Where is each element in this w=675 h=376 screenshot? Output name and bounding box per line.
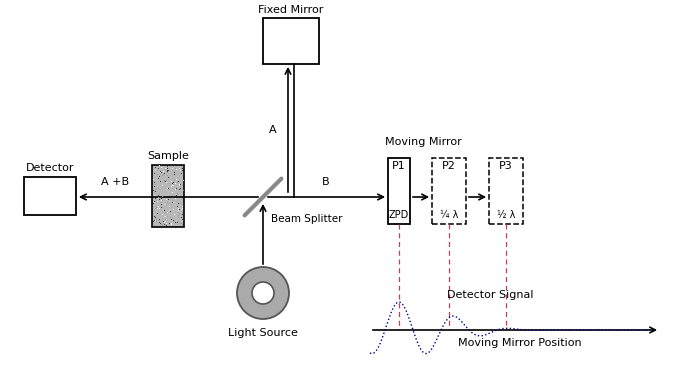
Text: Light Source: Light Source [228,328,298,338]
Text: ¼ λ: ¼ λ [440,210,458,220]
Text: Detector: Detector [26,163,74,173]
Text: A: A [269,125,277,135]
Bar [388,158,410,224]
Bar [24,177,76,215]
Bar [432,158,466,224]
Circle shape [252,282,274,304]
Bar [152,165,184,227]
Text: A +B: A +B [101,177,129,187]
Text: Detector Signal: Detector Signal [447,290,533,300]
Text: P2: P2 [442,161,456,171]
Text: Beam Splitter: Beam Splitter [271,214,342,224]
Text: Moving Mirror Position: Moving Mirror Position [458,338,582,348]
Text: Sample: Sample [147,151,189,161]
Text: ZPD: ZPD [389,210,409,220]
Bar [263,18,319,64]
Text: P3: P3 [499,161,513,171]
Text: P1: P1 [392,161,406,171]
Text: Moving Mirror: Moving Mirror [385,137,462,147]
Text: ½ λ: ½ λ [497,210,515,220]
Circle shape [237,267,289,319]
Bar [489,158,523,224]
Text: B: B [322,177,329,187]
Text: Fixed Mirror: Fixed Mirror [259,5,324,15]
